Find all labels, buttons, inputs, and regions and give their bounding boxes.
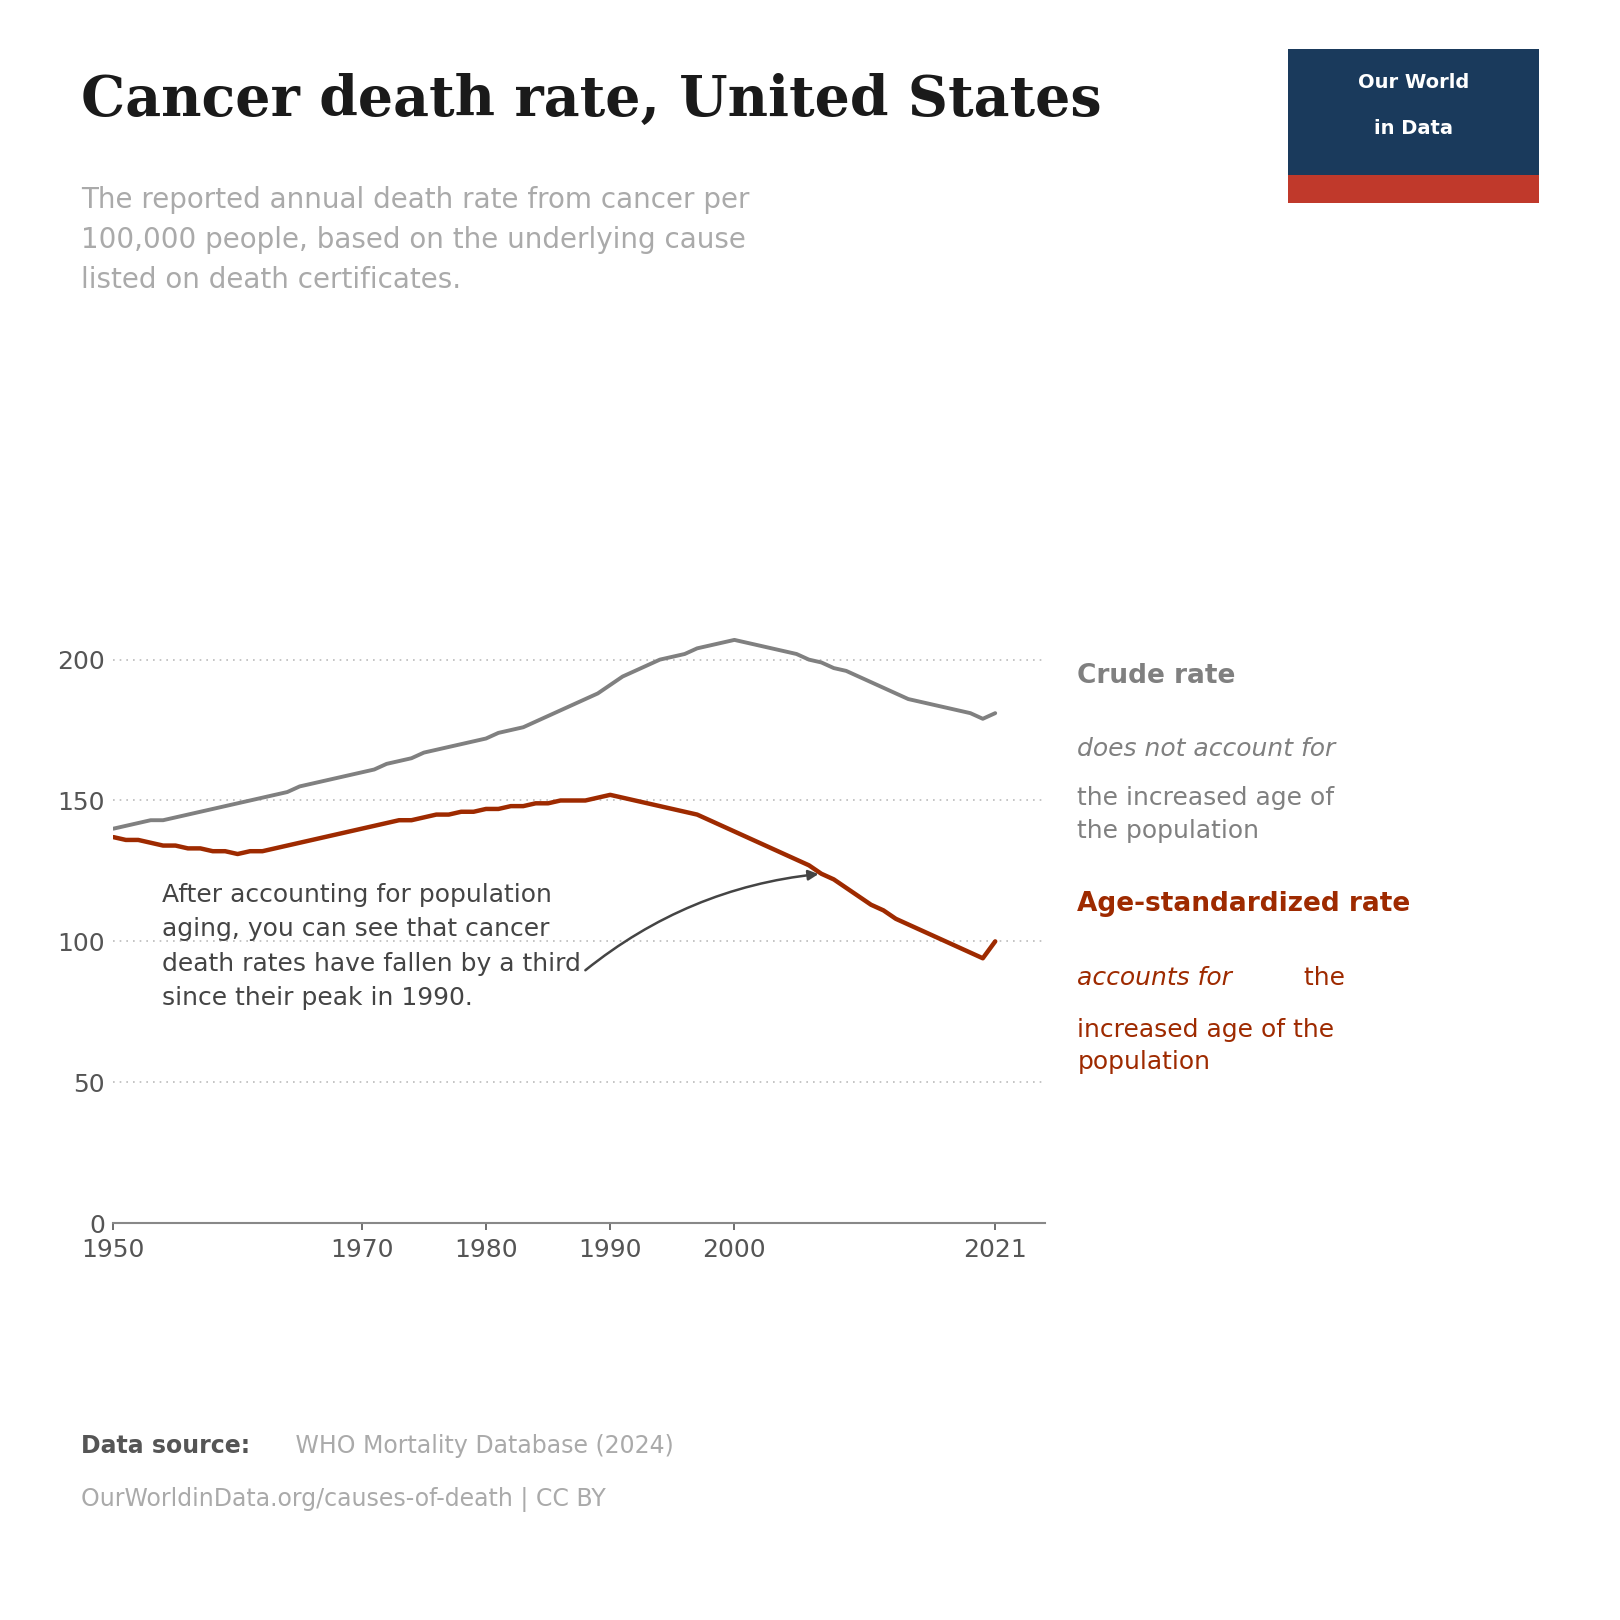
Text: The reported annual death rate from cancer per
100,000 people, based on the unde: The reported annual death rate from canc… [81, 186, 750, 295]
Text: OurWorldinData.org/causes-of-death | CC BY: OurWorldinData.org/causes-of-death | CC … [81, 1487, 606, 1511]
Text: WHO Mortality Database (2024): WHO Mortality Database (2024) [288, 1434, 674, 1458]
Text: accounts for: accounts for [1077, 966, 1233, 990]
Text: After accounting for population
aging, you can see that cancer
death rates have : After accounting for population aging, y… [162, 883, 582, 1011]
Text: in Data: in Data [1374, 120, 1453, 138]
Text: the: the [1296, 966, 1345, 990]
Text: Data source:: Data source: [81, 1434, 249, 1458]
Text: Cancer death rate, United States: Cancer death rate, United States [81, 73, 1102, 128]
Text: increased age of the
population: increased age of the population [1077, 1017, 1335, 1074]
Text: does not account for: does not account for [1077, 737, 1335, 761]
Text: the increased age of
the population: the increased age of the population [1077, 786, 1335, 842]
Text: Crude rate: Crude rate [1077, 663, 1236, 688]
Text: Our World: Our World [1358, 73, 1469, 92]
Text: Age-standardized rate: Age-standardized rate [1077, 891, 1411, 917]
